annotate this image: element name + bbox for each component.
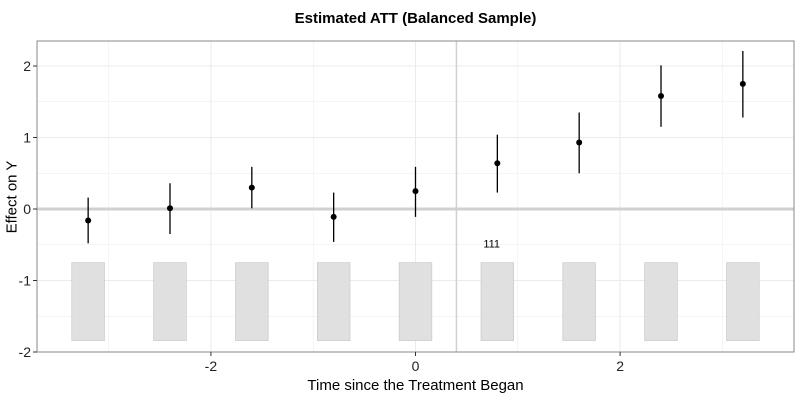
y-tick-label: -1 <box>19 273 32 289</box>
point-estimates <box>85 51 746 244</box>
count-bar <box>644 262 678 341</box>
annotations: 111 <box>483 238 500 250</box>
count-bar <box>316 262 351 341</box>
y-tick-label: -2 <box>19 344 32 360</box>
count-bar <box>153 262 187 341</box>
count-bar <box>480 262 515 341</box>
point-estimate <box>330 213 337 220</box>
point-estimate <box>248 184 255 191</box>
point-estimate <box>85 217 92 224</box>
count-bar <box>71 262 105 341</box>
y-tick-label: 0 <box>23 201 31 217</box>
count-bar <box>726 262 760 341</box>
axes: -2 -1 0 1 2 -2 0 2 <box>19 40 795 374</box>
point-estimate <box>412 188 419 195</box>
point-estimate <box>576 139 583 146</box>
point-estimate <box>739 80 746 87</box>
x-tick-label: -2 <box>205 358 218 374</box>
x-tick-label: 2 <box>616 358 624 374</box>
chart-title: Estimated ATT (Balanced Sample) <box>294 10 537 27</box>
y-tick-label: 1 <box>23 130 31 146</box>
y-tick-label: 2 <box>23 58 31 74</box>
count-annotation: 111 <box>483 238 500 250</box>
point-estimate <box>494 160 501 167</box>
count-bar <box>562 262 596 341</box>
count-bars <box>71 262 760 341</box>
count-bar <box>235 262 269 341</box>
x-axis-title: Time since the Treatment Began <box>307 377 524 394</box>
point-estimate <box>166 205 173 212</box>
point-estimate <box>658 93 665 100</box>
x-tick-label: 0 <box>412 358 420 374</box>
count-bar <box>398 262 433 341</box>
